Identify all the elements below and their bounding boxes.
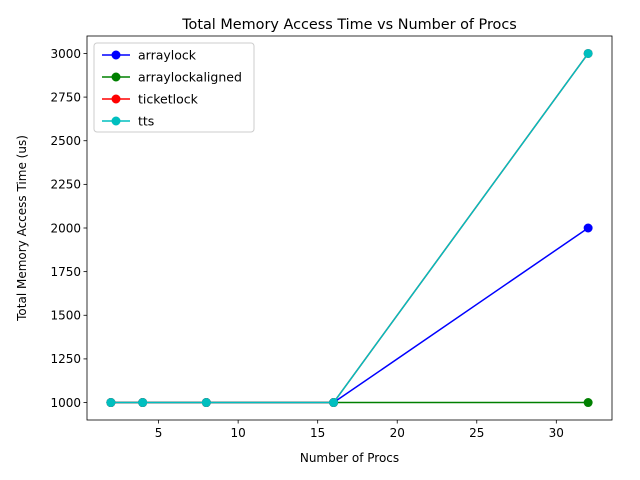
legend-label: ticketlock <box>138 92 199 107</box>
chart-title: Total Memory Access Time vs Number of Pr… <box>181 17 517 33</box>
data-point-tts <box>583 48 593 58</box>
series-tts <box>106 48 593 408</box>
y-tick-label: 2500 <box>50 134 81 148</box>
y-tick-label: 2250 <box>50 178 81 192</box>
data-point-tts <box>201 398 211 408</box>
legend-box <box>93 42 255 133</box>
data-point-tts <box>138 398 148 408</box>
y-axis-label: Total Memory Access Time (us) <box>15 135 29 322</box>
x-tick-label: 30 <box>549 426 564 440</box>
y-tick-label: 1250 <box>50 352 81 366</box>
x-axis-label: Number of Procs <box>300 451 399 465</box>
legend-marker <box>111 94 121 104</box>
legend-marker <box>111 72 121 82</box>
legend-marker <box>111 50 121 60</box>
y-axis-ticks: 1000 1250 1500 1750 2000 2250 2500 2750 3000 <box>50 47 87 410</box>
y-tick-label: 3000 <box>50 47 81 61</box>
legend-item-arraylock: arraylock <box>102 48 197 63</box>
legend-label: arraylock <box>138 48 197 63</box>
y-tick-label: 1750 <box>50 265 81 279</box>
legend-item-tts: tts <box>102 114 154 129</box>
y-tick-label: 1000 <box>50 396 81 410</box>
data-point-tts <box>106 398 116 408</box>
x-tick-label: 10 <box>230 426 245 440</box>
legend-label: tts <box>138 114 154 129</box>
y-tick-label: 1500 <box>50 309 81 323</box>
x-tick-label: 20 <box>390 426 405 440</box>
x-tick-label: 25 <box>469 426 484 440</box>
legend-item-ticketlock: ticketlock <box>102 92 199 107</box>
legend-label: arraylockaligned <box>138 70 242 85</box>
y-tick-label: 2000 <box>50 221 81 235</box>
data-point-tts <box>329 398 339 408</box>
legend-item-arraylockaligned: arraylockaligned <box>102 70 242 85</box>
y-tick-label: 2750 <box>50 90 81 104</box>
legend-marker <box>111 116 121 126</box>
x-tick-label: 15 <box>310 426 325 440</box>
x-tick-label: 5 <box>155 426 163 440</box>
data-point-arraylock <box>583 223 593 233</box>
data-point-arraylockaligned <box>583 398 593 408</box>
x-axis-ticks: 5 10 15 20 25 30 <box>155 420 564 440</box>
legend: arraylock arraylockaligned ticketlock tts <box>93 42 255 133</box>
